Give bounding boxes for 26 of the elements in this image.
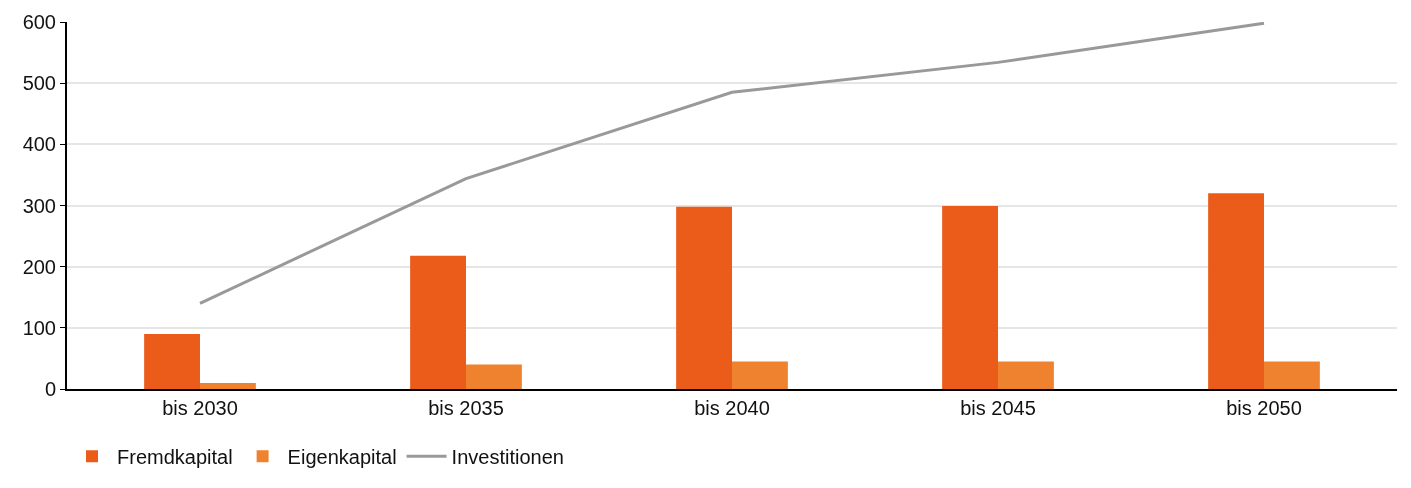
line-series bbox=[198, 22, 1266, 305]
bar bbox=[1208, 193, 1264, 389]
y-tick-label: 600 bbox=[22, 11, 56, 33]
bar bbox=[942, 206, 998, 389]
x-tick-label: bis 2035 bbox=[428, 397, 504, 419]
legend-label: Fremdkapital bbox=[117, 446, 233, 469]
y-tick-label: 500 bbox=[22, 72, 56, 95]
bar bbox=[998, 361, 1054, 389]
bar bbox=[1264, 361, 1320, 389]
legend-label: Eigenkapital bbox=[287, 446, 397, 469]
bar bbox=[732, 361, 788, 389]
bar bbox=[200, 382, 256, 389]
x-tick-label: bis 2030 bbox=[162, 397, 238, 419]
y-tick-label: 100 bbox=[22, 316, 56, 339]
y-tick-label: 400 bbox=[22, 133, 56, 156]
x-tick-label: bis 2045 bbox=[960, 397, 1036, 419]
bar bbox=[676, 206, 732, 389]
bar bbox=[144, 333, 200, 389]
y-tick-label: 200 bbox=[22, 255, 56, 278]
bar bbox=[410, 255, 466, 389]
x-tick-label: bis 2050 bbox=[1226, 397, 1302, 419]
x-tick-label: bis 2040 bbox=[694, 397, 770, 419]
y-tick-label: 300 bbox=[22, 194, 56, 217]
legend-label: Investitionen bbox=[451, 446, 564, 469]
bar bbox=[466, 364, 522, 389]
y-tick-label: 0 bbox=[44, 378, 56, 400]
